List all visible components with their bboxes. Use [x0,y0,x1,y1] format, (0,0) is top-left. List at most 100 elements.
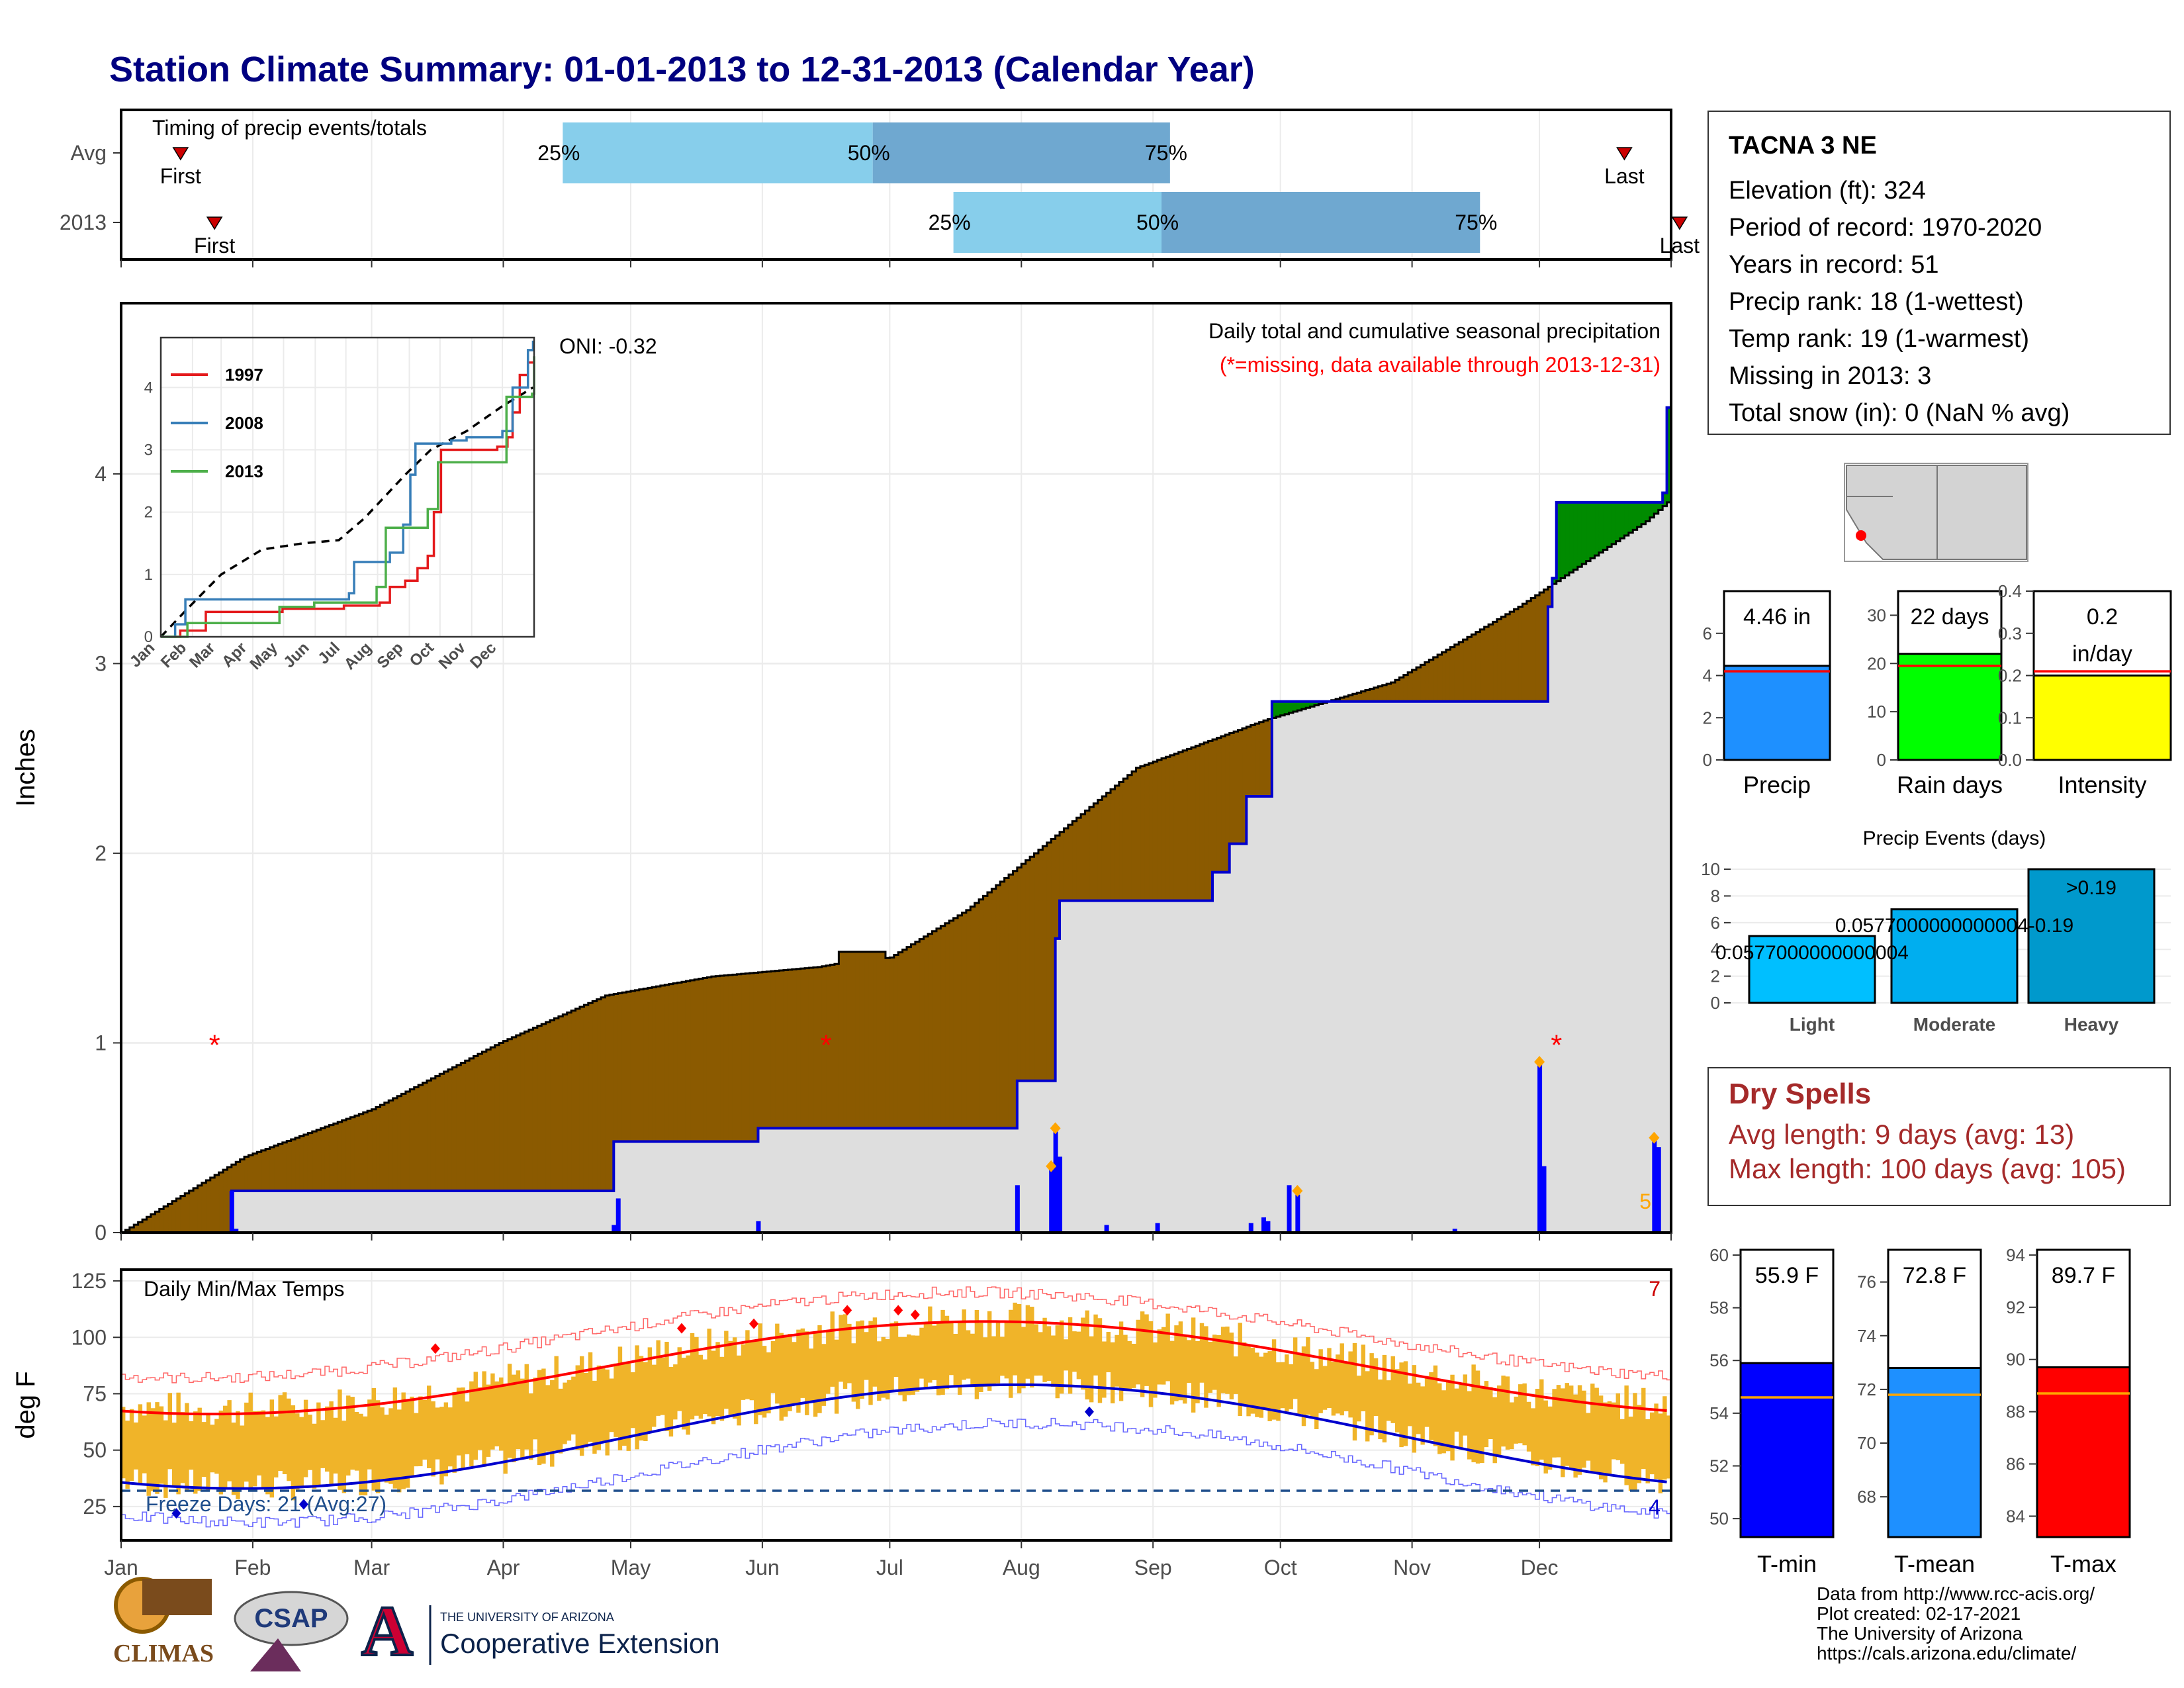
timing-label: Timing of precip events/totals [152,116,427,140]
dry-spells-title: Dry Spells [1729,1078,1872,1110]
heavy-event-count: 5 [1639,1190,1651,1213]
station-detail-line: Elevation (ft): 324 [1729,177,1926,205]
inset-legend-label: 1997 [225,365,263,385]
inset-ytick-label: 3 [144,442,153,459]
inset-avg-line [159,386,534,638]
event-category-label: Heavy [2064,1014,2119,1035]
first-event-marker [206,216,223,230]
daily-precip-bar [1287,1185,1292,1233]
record-high-marker [430,1343,440,1354]
temp-ytick-label: 50 [83,1438,107,1462]
gauge-name-label: T-max [2050,1550,2116,1577]
missing-day-marker: * [821,1029,832,1061]
event-bar [2027,868,2156,1004]
gauge-tick-label: 94 [2006,1245,2025,1265]
gauge-value-label: 0.2 [2087,604,2118,630]
temp-xtick-label: May [611,1556,651,1579]
gauge-tick-label: 88 [2006,1402,2025,1422]
first-label: First [194,234,235,258]
inset-frame [159,336,535,638]
timing-row-label: Avg [70,141,107,165]
credit-line: The University of Arizona [1817,1623,2023,1644]
temp-xtick-label: Aug [1003,1556,1040,1579]
gauge-tick-label: 92 [2006,1297,2025,1317]
record-low-marker [171,1508,181,1519]
oni-label: ONI: -0.32 [559,334,657,358]
inset-series-line [161,340,535,638]
gauge-value-label: 89.7 F [2052,1263,2115,1288]
gauge-tick-label: 0 [1703,750,1712,770]
station-details: Elevation (ft): 324 Period of record: 197… [1729,172,2150,432]
precip-ylabel: Inches [11,729,40,807]
temp-xtick-label: Sep [1134,1556,1172,1579]
timing-row-label: 2013 [60,211,107,234]
inset-ytick-label: 0 [144,628,153,646]
inset-bg [161,338,534,637]
avg-min-temp-line [120,1383,1667,1490]
station-detail-line: Precip rank: 18 (1-wettest) [1729,288,2024,316]
daily-precip-bar [1295,1194,1300,1233]
event-threshold-label: 0.0577000000000004 [1715,942,1909,964]
dry-spells-box: Dry Spells Avg length: 9 days (avg: 13) … [1707,1067,2171,1206]
heavy-event-marker [1534,1056,1545,1068]
temp-xtick-label: Oct [1264,1556,1297,1579]
record-low-count: 4 [1649,1495,1661,1519]
gauge-value-label: 4.46 in [1743,604,1811,630]
last-event-marker [1616,147,1633,161]
events-tick-label: 2 [1711,966,1720,986]
dry-spells-avg: Avg length: 9 days (avg: 13) [1729,1119,2075,1150]
daily-precip-bar [1265,1221,1271,1233]
inset-legend-label: 2013 [225,461,263,481]
record-high-marker [749,1318,759,1329]
timing-percentile-label: 50% [848,141,890,165]
record-low-marker [1084,1406,1094,1417]
gauge-tick-label: 60 [1709,1245,1729,1265]
events-tick-label: 8 [1711,886,1720,906]
ua-logo-icon: A [361,1592,413,1671]
precip-ytick-label: 2 [95,841,107,865]
events-tick-label: 10 [1701,859,1720,879]
heavy-event-marker [1050,1122,1061,1135]
gauge-tick-label: 6 [1703,624,1712,643]
temp-xtick-label: Dec [1521,1556,1559,1579]
gauge-name-label: T-mean [1894,1550,1975,1577]
page-title: Station Climate Summary: 01-01-2013 to 1… [109,50,1255,89]
heavy-event-marker [1649,1131,1660,1144]
timing-bar-q1 [563,122,873,183]
avg-max-temp-line [120,1320,1667,1416]
daily-precip-bar [1452,1229,1457,1233]
timing-percentile-label: 50% [1136,211,1179,234]
gauge-tick-label: 0.2 [1998,666,2022,686]
station-name: TACNA 3 NE [1729,132,1877,160]
temp-xtick-label: Jun [745,1556,780,1579]
gauge-value-label: in/day [2072,641,2132,667]
missing-day-marker: * [1551,1029,1562,1061]
event-category-label: Light [1790,1014,1835,1035]
event-bar [1890,908,2019,1004]
record-low-line [121,1417,1671,1528]
timing-percentile-label: 75% [1455,211,1497,234]
credits: Data from http://www.rcc-acis.org/ Plot … [1817,1584,2095,1664]
heavy-event-marker [1292,1184,1303,1197]
event-bar [1748,935,1876,1004]
timing-panel-frame [120,109,1672,261]
gauge-tick-label: 84 [2006,1506,2025,1526]
inset-ytick-label: 2 [144,504,153,522]
events-tick-label: 0 [1711,993,1720,1013]
temp-ytick-label: 100 [71,1325,107,1349]
csap-mountain-icon [250,1638,301,1671]
daily-precip-bar [1537,1062,1543,1233]
events-tick-label: 6 [1711,913,1720,933]
daily-precip-bar [1248,1223,1253,1233]
credit-line: Data from http://www.rcc-acis.org/ [1817,1583,2095,1604]
avg-cumulative-line [121,501,1671,1234]
csap-logo-text: CSAP [254,1604,328,1633]
station-detail-line: Temp rank: 19 (1-warmest) [1729,325,2030,353]
precip-panel-frame [120,302,1672,1234]
gauge-tick-label: 30 [1867,605,1886,625]
credit-line: https://cals.arizona.edu/climate/ [1817,1643,2077,1664]
timing-percentile-label: 25% [537,141,580,165]
station-location-marker [1856,530,1866,541]
csap-cloud-icon [234,1591,349,1646]
climas-logo-mark [142,1579,212,1615]
